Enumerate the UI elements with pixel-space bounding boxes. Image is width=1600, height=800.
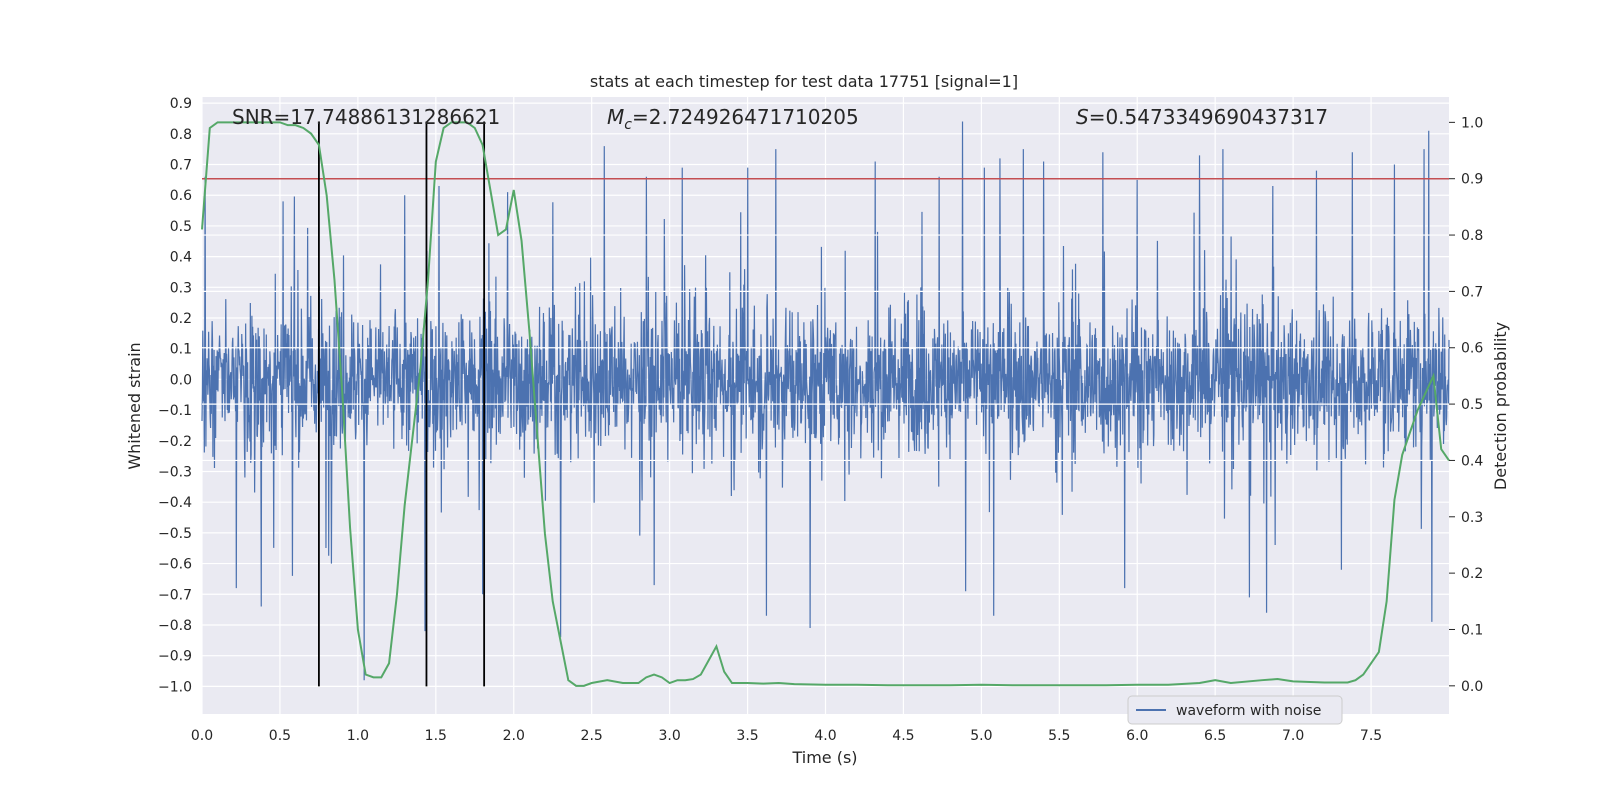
y-tick-label-19: −1.0 bbox=[158, 679, 192, 695]
chirp-mass-symbol: M bbox=[607, 105, 624, 129]
y-tick-label-16: −0.7 bbox=[158, 587, 192, 603]
snr-annotation: SNR=17.74886131286621 bbox=[232, 105, 500, 129]
x-tick-label-6: 3.0 bbox=[658, 728, 680, 744]
x-tick-label-4: 2.0 bbox=[503, 728, 525, 744]
y2-tick-label-9: 0.1 bbox=[1461, 622, 1483, 638]
y2-tick-label-4: 0.6 bbox=[1461, 341, 1483, 357]
y-tick-label-18: −0.9 bbox=[158, 649, 192, 665]
x-tick-label-2: 1.0 bbox=[347, 728, 369, 744]
x-tick-label-14: 7.0 bbox=[1282, 728, 1304, 744]
y-tick-label-0: 0.9 bbox=[170, 96, 192, 112]
legend-label-waveform: waveform with noise bbox=[1176, 703, 1321, 719]
y-tick-label-2: 0.7 bbox=[170, 158, 192, 174]
x-tick-label-10: 5.0 bbox=[970, 728, 992, 744]
y2-tick-label-8: 0.2 bbox=[1461, 566, 1483, 582]
y-tick-label-10: −0.1 bbox=[158, 403, 192, 419]
y-axis-right-label: Detection probability bbox=[1491, 322, 1510, 490]
x-tick-label-7: 3.5 bbox=[736, 728, 758, 744]
legend: waveform with noise bbox=[1127, 695, 1343, 725]
y-tick-label-4: 0.5 bbox=[170, 219, 192, 235]
y-tick-label-14: −0.5 bbox=[158, 526, 192, 542]
legend-box bbox=[1127, 695, 1343, 725]
x-tick-label-12: 6.0 bbox=[1126, 728, 1148, 744]
x-tick-label-5: 2.5 bbox=[581, 728, 603, 744]
x-tick-label-9: 4.5 bbox=[892, 728, 914, 744]
chirp-mass-subscript: c bbox=[624, 117, 632, 133]
strain-series-layer bbox=[201, 121, 1450, 681]
chirp-mass-annotation: Mc=2.724926471710205 bbox=[607, 105, 859, 133]
x-axis-label: Time (s) bbox=[791, 748, 857, 767]
x-tick-label-13: 6.5 bbox=[1204, 728, 1226, 744]
x-tick-label-11: 5.5 bbox=[1048, 728, 1070, 744]
score-value: =0.5473349690437317 bbox=[1089, 105, 1328, 129]
x-tick-label-8: 4.0 bbox=[814, 728, 836, 744]
y-tick-label-15: −0.6 bbox=[158, 557, 192, 573]
x-tick-label-15: 7.5 bbox=[1360, 728, 1382, 744]
y2-tick-label-3: 0.7 bbox=[1461, 284, 1483, 300]
vertical-markers-layer bbox=[318, 121, 486, 687]
y-tick-label-9: 0.0 bbox=[170, 372, 192, 388]
y2-tick-label-1: 0.9 bbox=[1461, 172, 1483, 188]
y2-tick-label-2: 0.8 bbox=[1461, 228, 1483, 244]
y-tick-label-3: 0.6 bbox=[170, 188, 192, 204]
y2-tick-label-7: 0.3 bbox=[1461, 510, 1483, 526]
y-tick-label-12: −0.3 bbox=[158, 464, 192, 480]
y2-tick-label-5: 0.5 bbox=[1461, 397, 1483, 413]
strain-series-line bbox=[201, 121, 1450, 681]
y-axis-left-ticks: 0.9 0.8 0.7 0.6 0.5 0.4 0.3 0.2 0.1 0.0 −0.1 −0.2 −0… bbox=[158, 96, 192, 695]
y-tick-label-11: −0.2 bbox=[158, 434, 192, 450]
y-tick-label-8: 0.1 bbox=[170, 342, 192, 358]
probability-series-line bbox=[201, 121, 1450, 687]
chart-title: stats at each timestep for test data 177… bbox=[590, 72, 1018, 91]
x-tick-label-1: 0.5 bbox=[269, 728, 291, 744]
y-tick-label-5: 0.4 bbox=[170, 250, 192, 266]
y-axis-right-ticks: 1.0 0.9 0.8 0.7 0.6 0.5 0.4 0.3 0.2 0.1 0.0 bbox=[1449, 115, 1483, 695]
x-axis-ticks: 0.0 0.5 1.0 1.5 2.0 2.5 3.0 3.5 4.0 4.5 5.0 5.5 6.0 6… bbox=[191, 728, 1382, 744]
score-symbol: S bbox=[1076, 105, 1089, 129]
y-tick-label-6: 0.3 bbox=[170, 280, 192, 296]
probability-series-layer bbox=[201, 121, 1450, 687]
y-tick-label-1: 0.8 bbox=[170, 127, 192, 143]
y-axis-left-label: Whitened strain bbox=[125, 342, 144, 469]
y-tick-label-13: −0.4 bbox=[158, 495, 192, 511]
x-tick-label-0: 0.0 bbox=[191, 728, 213, 744]
y2-tick-label-0: 1.0 bbox=[1461, 115, 1483, 131]
x-tick-label-3: 1.5 bbox=[425, 728, 447, 744]
y2-tick-label-10: 0.0 bbox=[1461, 679, 1483, 695]
score-annotation: S=0.5473349690437317 bbox=[1076, 105, 1328, 129]
y-tick-label-17: −0.8 bbox=[158, 618, 192, 634]
chirp-mass-value: =2.724926471710205 bbox=[632, 105, 859, 129]
y-tick-label-7: 0.2 bbox=[170, 311, 192, 327]
y2-tick-label-6: 0.4 bbox=[1461, 453, 1483, 469]
